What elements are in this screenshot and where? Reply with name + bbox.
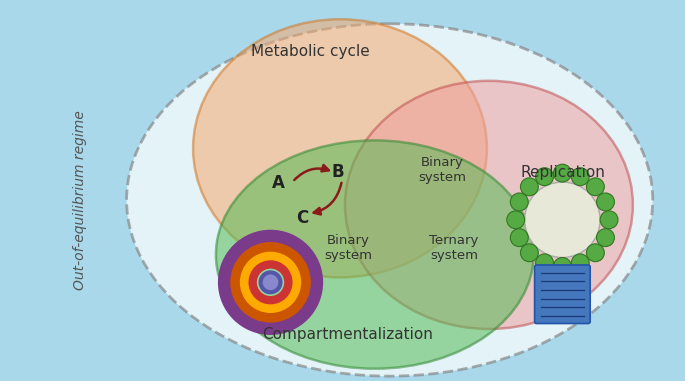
Text: Out-of-equilibrium regime: Out-of-equilibrium regime (73, 110, 87, 290)
Text: C: C (296, 209, 308, 227)
Ellipse shape (193, 19, 487, 277)
Text: Metabolic cycle: Metabolic cycle (251, 43, 370, 59)
Circle shape (507, 211, 525, 229)
Ellipse shape (345, 81, 633, 329)
Circle shape (571, 254, 589, 272)
Text: Binary
system: Binary system (324, 234, 372, 262)
Circle shape (536, 168, 553, 186)
Circle shape (553, 164, 571, 182)
Circle shape (586, 178, 604, 196)
Circle shape (600, 211, 618, 229)
Text: B: B (332, 163, 345, 181)
Text: Ternary
system: Ternary system (429, 234, 479, 262)
Circle shape (571, 168, 589, 186)
Circle shape (510, 193, 528, 211)
Circle shape (586, 244, 604, 262)
Text: Replication: Replication (521, 165, 606, 179)
Text: Binary
system: Binary system (419, 156, 466, 184)
Circle shape (521, 178, 538, 196)
Text: A: A (272, 174, 285, 192)
Circle shape (536, 254, 553, 272)
Circle shape (597, 193, 614, 211)
Circle shape (597, 229, 614, 247)
Circle shape (510, 229, 528, 247)
Ellipse shape (127, 24, 653, 376)
Text: Compartmentalization: Compartmentalization (262, 327, 434, 343)
Circle shape (260, 272, 280, 292)
Circle shape (521, 244, 538, 262)
Ellipse shape (216, 140, 534, 369)
Circle shape (553, 258, 571, 275)
Circle shape (525, 182, 600, 258)
FancyBboxPatch shape (534, 265, 590, 323)
